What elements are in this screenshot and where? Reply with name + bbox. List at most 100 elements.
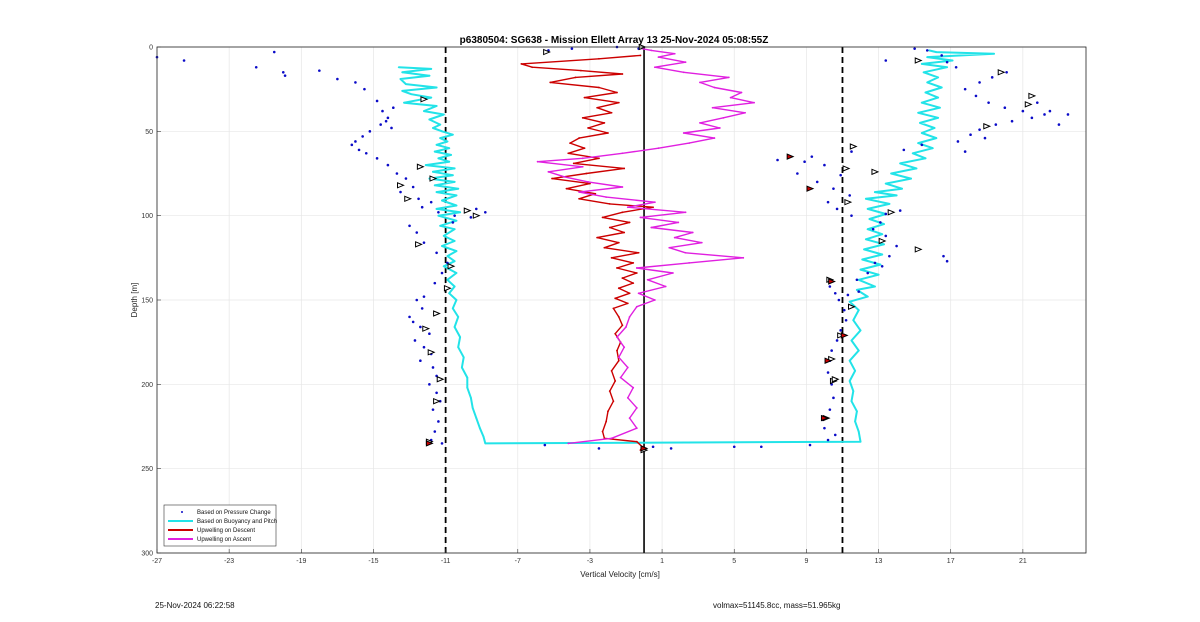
buoyancy-line-point bbox=[455, 250, 458, 252]
descent-line-point bbox=[585, 172, 588, 175]
buoyancy-line-point bbox=[410, 93, 413, 96]
buoyancy-line-point bbox=[911, 152, 914, 155]
buoyancy-line-point bbox=[850, 400, 853, 403]
descent-line-point bbox=[617, 287, 620, 290]
ascent-line-point bbox=[653, 66, 656, 69]
ascent-line-point bbox=[639, 216, 642, 219]
pressure-point bbox=[281, 71, 285, 74]
ascent-line-point bbox=[677, 221, 680, 224]
triangle-marker bbox=[887, 209, 896, 216]
descent-line-point bbox=[632, 282, 635, 285]
pressure-point bbox=[386, 116, 390, 120]
buoyancy-line-point bbox=[475, 417, 478, 419]
pressure-point bbox=[384, 119, 388, 123]
triangle-marker-filled bbox=[840, 332, 849, 339]
buoyancy-line-point bbox=[920, 62, 923, 65]
triangle-marker-filled bbox=[820, 414, 829, 422]
descent-line-point bbox=[567, 152, 570, 155]
footer-vol-mass: volmax=51145.8cc, mass=51.965kg bbox=[713, 601, 840, 610]
buoyancy-line-point bbox=[863, 248, 866, 251]
pressure-point bbox=[942, 254, 945, 258]
buoyancy-line-point bbox=[859, 440, 862, 443]
pressure-point bbox=[415, 298, 419, 302]
pressure-point bbox=[408, 315, 411, 319]
buoyancy-line-point bbox=[866, 295, 869, 298]
buoyancy-line-point bbox=[455, 219, 458, 222]
triangle-marker bbox=[847, 303, 856, 310]
ascent-line-point bbox=[729, 96, 732, 99]
buoyancy-line-point bbox=[883, 223, 885, 226]
y-tick-label: 250 bbox=[141, 466, 153, 473]
buoyancy-line-point bbox=[466, 376, 469, 379]
pressure-point bbox=[386, 163, 390, 167]
buoyancy-line-point bbox=[457, 346, 460, 349]
buoyancy-line-point bbox=[910, 177, 912, 180]
ascent-line-point bbox=[621, 152, 624, 155]
pressure-point bbox=[254, 65, 258, 69]
footer-timestamp: 25-Nov-2024 06:22:58 bbox=[155, 601, 235, 610]
triangle-marker-filled bbox=[425, 440, 434, 447]
buoyancy-line-point bbox=[442, 113, 445, 116]
ascent-line-point bbox=[632, 386, 635, 389]
triangle-marker-filled bbox=[828, 278, 836, 285]
pressure-point bbox=[474, 207, 478, 211]
descent-line-point bbox=[612, 400, 615, 403]
pressure-point bbox=[435, 251, 438, 255]
grid-lines bbox=[156, 46, 1086, 554]
pressure-point bbox=[990, 76, 994, 79]
pressure-point bbox=[272, 50, 276, 54]
chart-title: p6380504: SG638 - Mission Ellett Array 1… bbox=[460, 35, 769, 46]
buoyancy-line-point bbox=[453, 240, 456, 242]
ascent-line-point bbox=[684, 211, 687, 214]
descent-line-point bbox=[652, 206, 654, 209]
ascent-line-point bbox=[699, 81, 701, 84]
buoyancy-line-point bbox=[441, 199, 443, 202]
ascent-line-point bbox=[657, 56, 660, 59]
buoyancy-line-point bbox=[933, 127, 936, 129]
descent-line-point bbox=[612, 307, 615, 310]
buoyancy-line-point bbox=[433, 184, 436, 187]
pressure-point bbox=[833, 433, 837, 437]
pressure-point bbox=[828, 408, 832, 411]
buoyancy-line-point bbox=[424, 164, 427, 166]
pressure-point bbox=[848, 194, 851, 197]
buoyancy-line-point bbox=[857, 309, 860, 312]
ascent-line-point bbox=[684, 61, 687, 64]
buoyancy-line-point bbox=[455, 299, 458, 301]
buoyancy-line-point bbox=[883, 243, 885, 246]
pressure-point bbox=[978, 128, 981, 131]
pressure-point bbox=[415, 231, 419, 234]
ascent-line bbox=[536, 48, 755, 445]
buoyancy-line-point bbox=[401, 89, 404, 92]
pressure-point bbox=[846, 293, 850, 297]
pressure-point bbox=[431, 408, 435, 411]
buoyancy-line-point bbox=[433, 150, 436, 153]
buoyancy-line-point bbox=[442, 235, 445, 237]
buoyancy-line-point bbox=[852, 390, 855, 392]
pressure-point bbox=[422, 241, 426, 244]
x-tick-label: -27 bbox=[152, 558, 162, 565]
descent-line-point bbox=[583, 96, 586, 99]
buoyancy-line-point bbox=[439, 224, 442, 227]
y-tick-label: 100 bbox=[141, 213, 153, 220]
triangle-marker bbox=[844, 198, 853, 206]
pressure-point bbox=[1003, 106, 1007, 110]
pressure-point bbox=[375, 99, 379, 103]
triangle-marker bbox=[1024, 101, 1033, 108]
buoyancy-line-point bbox=[455, 194, 458, 197]
buoyancy-line-point bbox=[451, 174, 454, 177]
legend: Based on Pressure Change Based on Buoyan… bbox=[163, 504, 277, 547]
x-tick-label: -15 bbox=[368, 558, 378, 565]
buoyancy-line-point bbox=[848, 359, 851, 362]
pressure-point bbox=[837, 298, 841, 302]
buoyancy-line-point bbox=[430, 68, 433, 70]
pressure-point bbox=[354, 81, 357, 84]
descent-line-point bbox=[632, 261, 635, 264]
triangle-marker bbox=[397, 182, 405, 189]
buoyancy-line-point bbox=[865, 238, 867, 241]
pressure-point bbox=[963, 150, 967, 153]
buoyancy-line-point bbox=[448, 160, 451, 163]
buoyancy-line-point bbox=[457, 315, 460, 318]
buoyancy-line-point bbox=[453, 181, 456, 183]
descent-line-point bbox=[614, 297, 617, 300]
